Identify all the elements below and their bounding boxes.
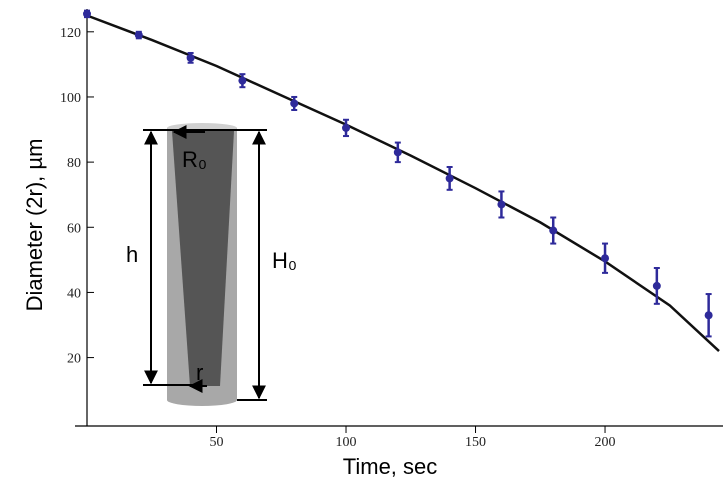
y-tick-label: 120 (60, 26, 81, 41)
annotation: R₀ (182, 147, 207, 172)
y-tick-label: 80 (67, 156, 81, 171)
data-point (652, 281, 661, 290)
data-point (445, 174, 454, 183)
cylinder-base (167, 394, 237, 406)
y-tick-label: 100 (60, 91, 81, 106)
annotation: r (196, 360, 203, 385)
y-tick-label: 60 (67, 221, 81, 236)
data-point (290, 99, 299, 108)
x-tick-label: 200 (595, 435, 616, 450)
x-tick-label: 150 (465, 435, 486, 450)
data-point (497, 200, 506, 209)
x-axis-title: Time, sec (343, 454, 438, 479)
data-point (186, 53, 195, 62)
data-point (342, 123, 351, 132)
x-tick-label: 100 (336, 435, 357, 450)
y-tick-label: 20 (67, 352, 81, 367)
inner-cone (172, 131, 234, 386)
data-point (601, 254, 610, 263)
fit-curve (86, 14, 720, 352)
data-point (393, 148, 402, 157)
data-point (704, 311, 713, 320)
data-point (238, 76, 247, 85)
x-tick-label: 50 (210, 435, 224, 450)
cylinder-diagram: R₀ h H₀ r (86, 14, 720, 406)
annotation: h (126, 242, 138, 267)
data-point (134, 31, 143, 40)
y-axis-title: Diameter (2r), µm (22, 139, 47, 312)
data-point (83, 9, 91, 18)
data-point (549, 226, 558, 235)
y-tick-label: 40 (67, 286, 81, 301)
annotation: H₀ (272, 248, 297, 273)
